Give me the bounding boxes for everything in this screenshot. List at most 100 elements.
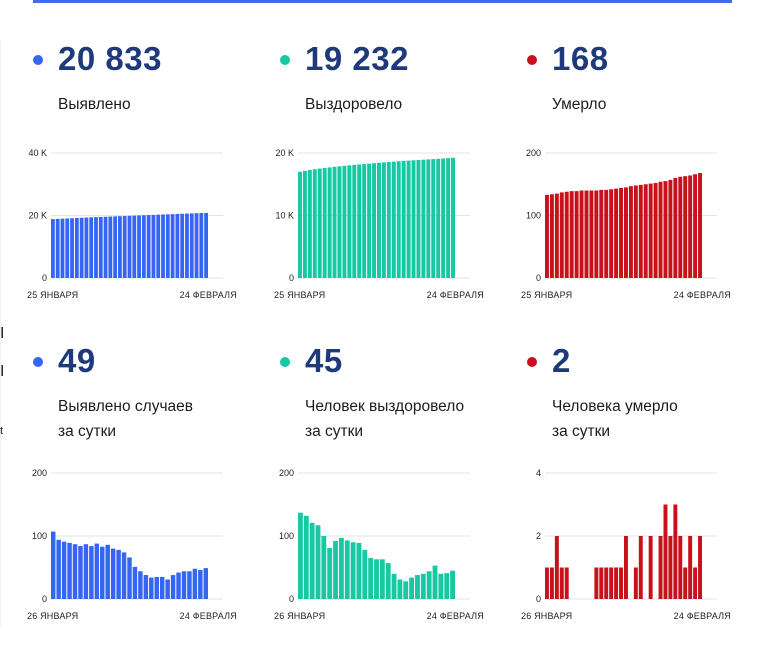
y-tick-label: 0 [536,273,541,283]
bar [391,573,397,599]
bar [199,213,204,278]
bar [321,536,327,599]
bar-chart: 0 20 K 40 K 25 ЯНВАРЯ 24 ФЕВРАЛЯ [27,148,237,300]
bar [678,176,683,278]
x-start-label: 26 ЯНВАРЯ [27,611,78,621]
bar [143,575,149,599]
legend-dot [33,357,43,367]
bar [426,159,431,279]
bar [154,576,159,599]
bar [668,536,673,599]
x-start-label: 25 ЯНВАРЯ [521,290,572,300]
bar [138,571,143,599]
bar [554,536,559,599]
x-start-label: 26 ЯНВАРЯ [521,611,572,621]
bar [51,531,56,599]
bar [327,547,333,599]
legend-dot [280,55,290,65]
bar [403,581,409,599]
bar [658,181,663,278]
bar [599,189,604,279]
stat-label: за сутки [58,423,117,440]
bar [609,567,614,599]
bar [298,512,303,599]
bar [638,536,643,599]
bar [431,159,436,278]
stat-panel: 20 833 Выявлено 0 20 K 40 K 25 ЯНВАРЯ 24 ФЕВРА… [27,40,273,350]
stat-panel: 45 Человек выздоровело за сутки 0 100 200 26 Я… [274,342,520,652]
x-end-label: 24 ФЕВРАЛЯ [427,611,484,621]
stat-number: 19 232 [305,40,409,77]
bar [65,218,70,278]
y-tick-label: 2 [536,531,541,541]
x-end-label: 24 ФЕВРАЛЯ [180,611,237,621]
bar [386,162,391,278]
bar [70,218,74,278]
y-tick-label: 100 [279,531,294,541]
bar [624,187,628,279]
stat-label: Выявлено [58,96,131,113]
bar [347,165,352,279]
bar [693,567,698,599]
bar [55,218,60,279]
bar [333,541,338,599]
y-tick-label: 10 K [275,211,294,221]
bar [564,567,569,599]
bar [374,559,379,599]
bar [72,544,78,599]
bar [94,217,98,279]
bar [421,159,426,278]
bar [146,215,151,278]
bar [368,558,374,599]
bar [415,575,420,599]
legend-dot [527,55,537,65]
bar [185,213,189,278]
bar [312,169,317,278]
bar [175,213,180,278]
bar [688,536,693,599]
bar [194,213,199,278]
bar [594,567,599,599]
bar [633,185,638,278]
legend-dot [527,357,537,367]
bar [98,216,103,278]
bar [303,515,309,599]
bar [589,190,594,278]
stat-number: 20 833 [58,40,162,77]
bar [302,170,307,278]
stat-label: Выздоровело [305,96,403,113]
bar [678,536,683,599]
bar [322,167,327,278]
stat-number: 2 [552,342,571,379]
left-divider [0,40,1,626]
left-edge-glyph: I [0,363,5,380]
y-tick-label: 200 [32,468,47,478]
bar [356,542,362,599]
bar [118,216,122,278]
stat-label: Человек выздоровело [305,398,465,415]
bar [332,166,337,278]
stat-number: 45 [305,342,343,379]
bar [614,567,619,599]
bar [151,214,156,279]
bar [549,194,554,278]
bar [176,572,181,599]
y-tick-label: 40 K [28,148,47,158]
bar [141,215,146,278]
bar [409,577,415,599]
bar [327,167,332,279]
y-tick-label: 0 [42,273,47,283]
x-end-label: 24 ФЕВРАЛЯ [674,290,731,300]
bar [416,160,421,278]
bar [137,215,141,278]
bar [132,215,137,279]
bar [149,577,154,599]
bar [432,565,438,599]
bar [559,192,564,279]
bar [156,214,161,278]
bar [397,579,403,599]
stat-panel: 19 232 Выздоровело 0 10 K 20 K 25 ЯНВАРЯ 24 ФЕ… [274,40,520,350]
bar [698,536,702,599]
bar [653,183,658,278]
bar [668,179,673,279]
